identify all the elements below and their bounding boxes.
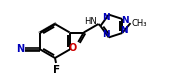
Text: N: N — [102, 13, 110, 22]
Text: N: N — [121, 16, 129, 25]
Text: O: O — [69, 43, 77, 53]
Text: N: N — [102, 30, 110, 39]
Text: N: N — [120, 26, 128, 35]
Text: F: F — [53, 65, 60, 75]
Text: N: N — [16, 45, 24, 55]
Text: CH₃: CH₃ — [132, 19, 147, 28]
Text: HN: HN — [84, 17, 96, 26]
